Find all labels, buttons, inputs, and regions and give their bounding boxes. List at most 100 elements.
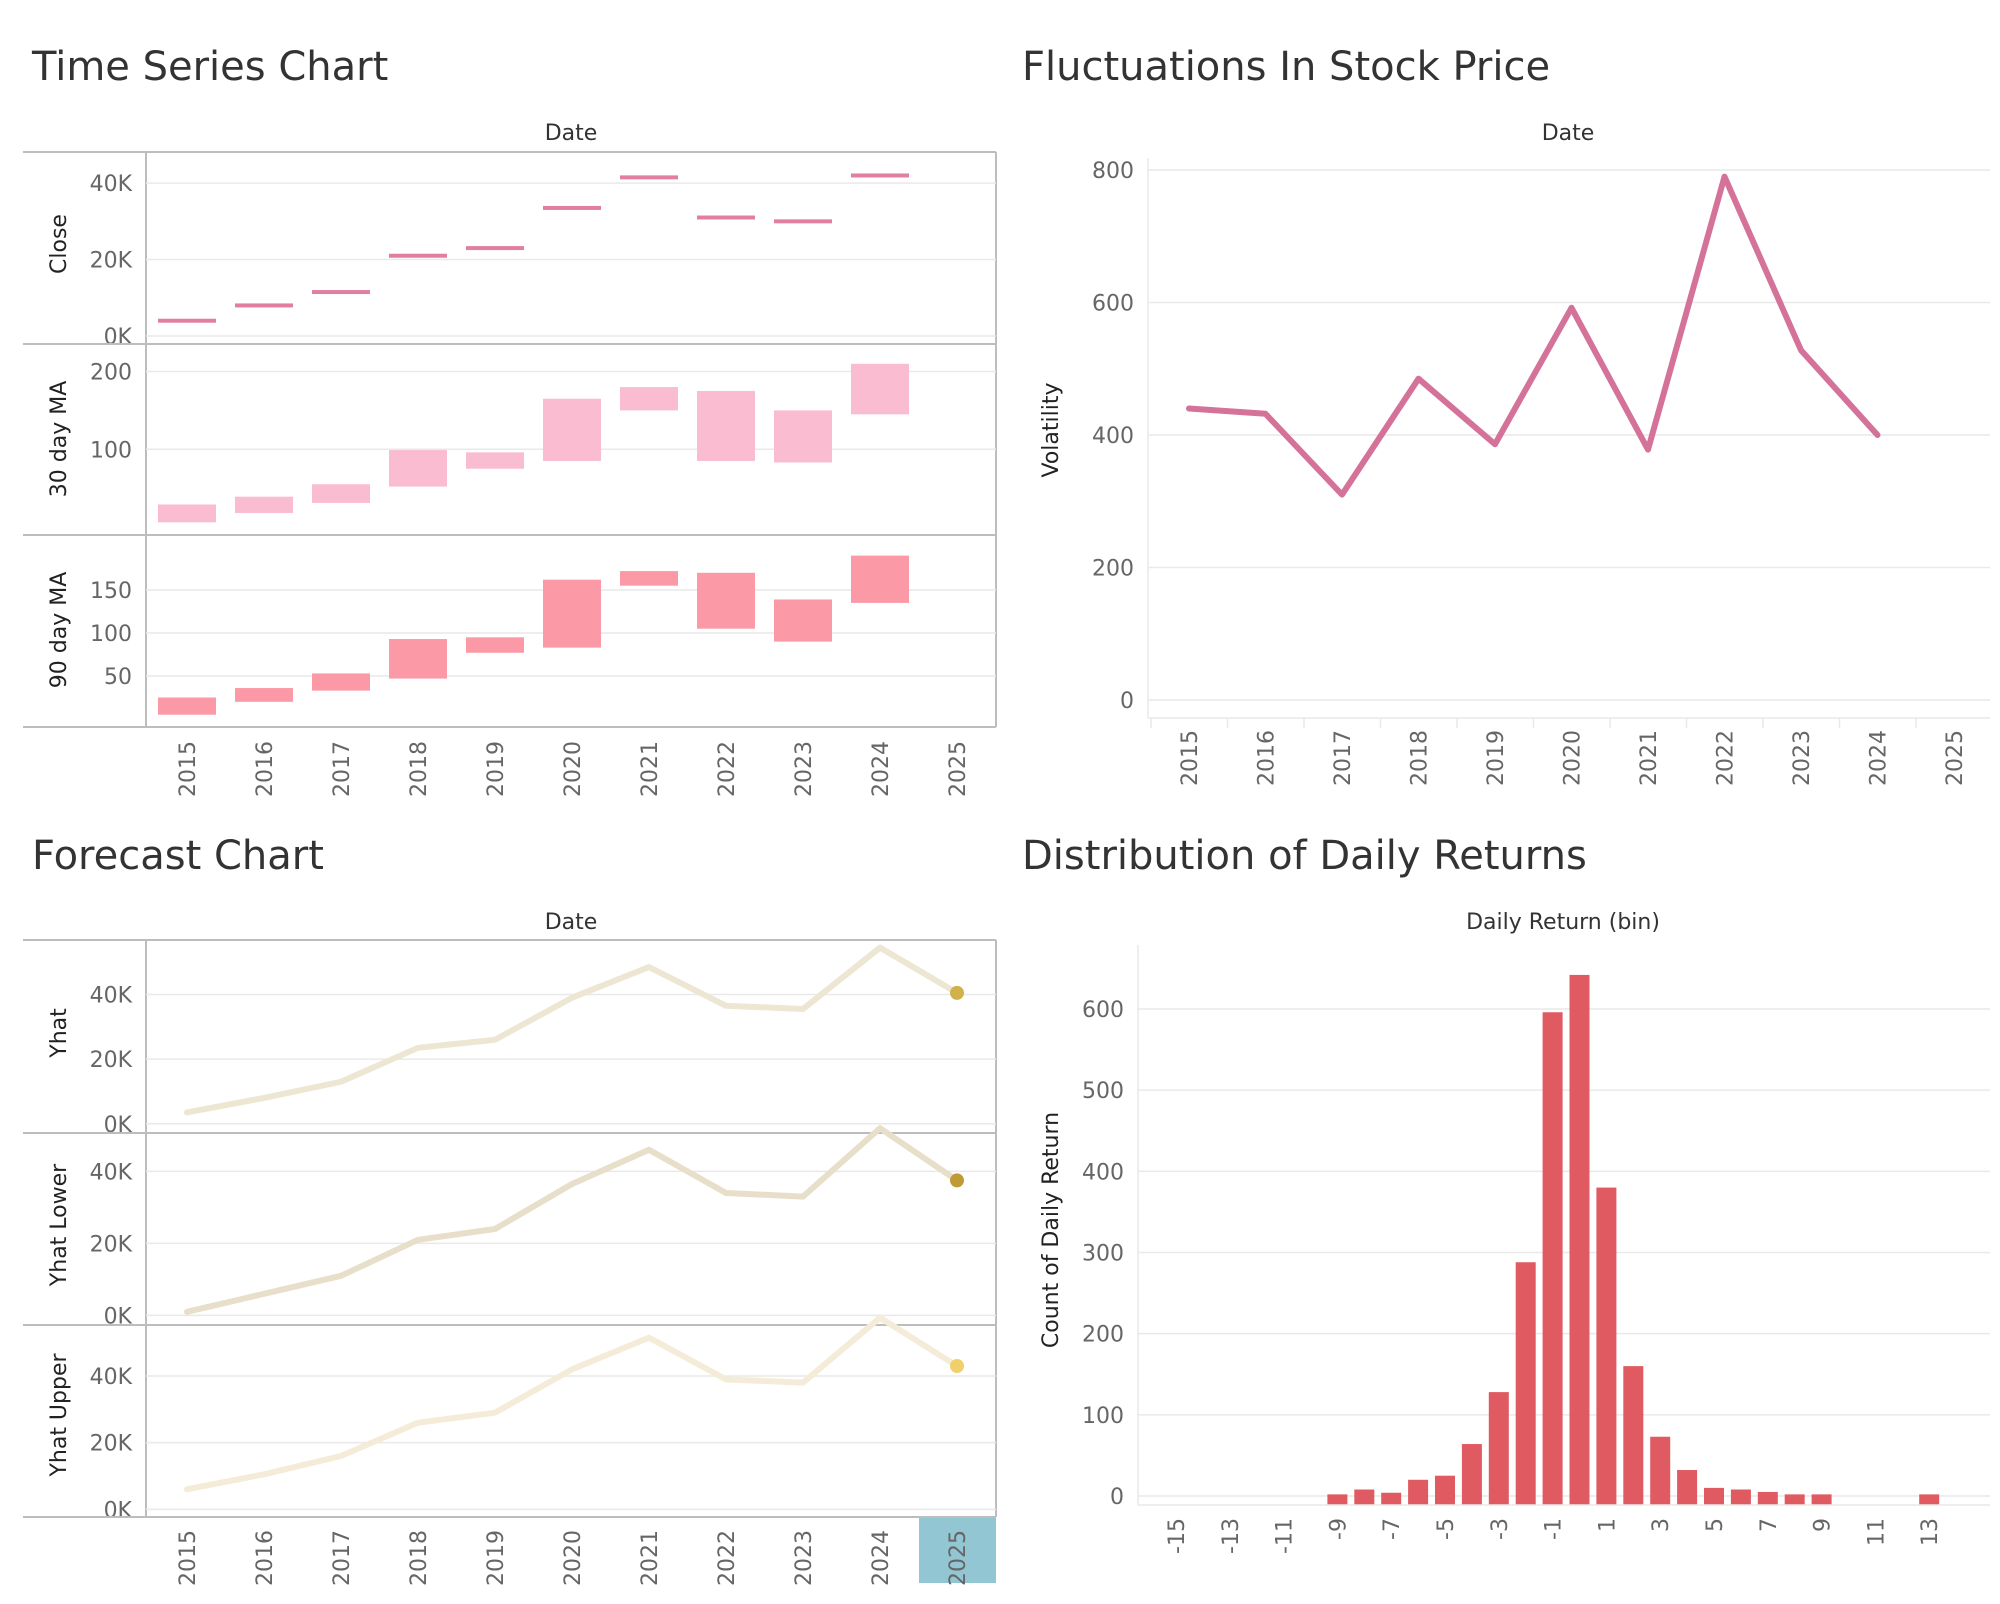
timeseries-year-label: 2016 [253, 741, 278, 797]
returns-bin-label: -1 [1542, 1518, 1567, 1540]
returns-bin-label: -7 [1380, 1518, 1405, 1540]
returns-bin-label: 9 [1811, 1518, 1836, 1532]
timeseries-tick-label: 40K [90, 172, 133, 197]
return-bin-bar [1677, 1470, 1698, 1505]
returns-bin-label: 3 [1649, 1518, 1674, 1532]
forecast-year-label: 2017 [330, 1530, 355, 1586]
volatility-year-label: 2016 [1255, 730, 1280, 786]
forecast-2025-point [950, 1173, 964, 1188]
return-bin-bar [1784, 1494, 1805, 1505]
return-bin-bar [1542, 1012, 1563, 1505]
volatility-tick-label: 400 [1092, 424, 1134, 449]
returns-bin-label: -3 [1488, 1518, 1513, 1540]
timeseries-year-label: 2021 [638, 741, 663, 797]
close-tick-mark [389, 253, 447, 258]
returns-tick-label: 400 [1082, 1160, 1124, 1185]
ma30-range-bar [466, 452, 524, 469]
ma90-range-bar [620, 571, 678, 586]
ma90-range-bar [774, 599, 832, 642]
timeseries-tick-label: 0K [104, 325, 133, 350]
forecast-tick-label: 0K [104, 1498, 133, 1523]
returns-tick-label: 100 [1082, 1404, 1124, 1429]
timeseries-tick-label: 100 [90, 438, 132, 463]
return-bin-bar [1488, 1392, 1509, 1505]
forecast-tick-label: 20K [90, 1232, 133, 1257]
return-bin-bar [1623, 1366, 1644, 1505]
close-axis-label: Close [47, 214, 72, 274]
ma30-range-bar [158, 504, 216, 523]
timeseries-year-label: 2018 [407, 741, 432, 797]
close-tick-mark [235, 303, 293, 308]
return-bin-bar [1515, 1262, 1536, 1505]
volatility-year-label: 2021 [1637, 730, 1662, 786]
return-bin-bar [1919, 1494, 1940, 1505]
returns-bin-label: 1 [1595, 1518, 1620, 1532]
forecast-tick-label: 40K [90, 1160, 133, 1185]
yhat-lower-line [184, 1125, 960, 1315]
volatility-header: Date [1542, 121, 1595, 146]
returns-bin-label: -11 [1273, 1518, 1298, 1554]
timeseries-year-label: 2024 [869, 741, 894, 797]
forecast-year-label: 2022 [715, 1530, 740, 1586]
volatility-year-label: 2020 [1561, 730, 1586, 786]
close-tick-mark [851, 173, 909, 178]
forecast-year-label: 2025 [946, 1530, 971, 1586]
return-bin-bar [1461, 1444, 1482, 1505]
timeseries-tick-label: 100 [90, 622, 132, 647]
timeseries-tick-label: 150 [90, 579, 132, 604]
ma90-axis-label: 90 day MA [47, 572, 72, 688]
close-tick-mark [158, 318, 216, 323]
returns-bin-label: -9 [1326, 1518, 1351, 1540]
forecast-tick-label: 20K [90, 1048, 133, 1073]
forecast-2025-point [950, 1359, 964, 1373]
ma30-range-bar [389, 450, 447, 487]
ma30-range-bar [620, 387, 678, 411]
volatility-axis-label: Volatility [1039, 382, 1064, 477]
forecast-tick-label: 40K [90, 1365, 133, 1390]
volatility-tick-label: 600 [1092, 292, 1134, 317]
return-bin-bar [1435, 1475, 1455, 1505]
ma90-range-bar [466, 637, 524, 653]
forecast-year-label: 2023 [792, 1530, 817, 1586]
volatility-year-label: 2025 [1943, 730, 1968, 786]
forecast-tick-label: 20K [90, 1432, 133, 1457]
timeseries-year-label: 2023 [792, 741, 817, 797]
volatility-line [1186, 173, 1881, 498]
forecast-year-label: 2024 [869, 1530, 894, 1586]
returns-tick-label: 200 [1082, 1323, 1124, 1348]
volatility-year-label: 2019 [1484, 730, 1509, 786]
timeseries-title: Time Series Chart [31, 44, 388, 90]
close-tick-mark [466, 246, 524, 251]
ma90-range-bar [235, 688, 293, 702]
timeseries-year-label: 2020 [561, 741, 586, 797]
return-bin-bar [1811, 1494, 1832, 1505]
ma30-range-bar [312, 484, 370, 503]
returns-bin-label: 11 [1864, 1518, 1889, 1546]
returns-bin-label: 7 [1757, 1518, 1782, 1532]
ma90-range-bar [851, 555, 909, 603]
volatility-tick-label: 0 [1120, 689, 1134, 714]
return-bin-bar [1327, 1494, 1348, 1505]
volatility-tick-label: 200 [1092, 557, 1134, 582]
forecast-year-label: 2020 [561, 1530, 586, 1586]
return-bin-bar [1354, 1489, 1375, 1505]
forecast-tick-label: 40K [90, 983, 133, 1008]
returns-bin-label: -15 [1165, 1518, 1190, 1554]
return-bin-bar [1704, 1487, 1724, 1505]
returns-bin-label: -5 [1434, 1518, 1459, 1540]
returns-header: Daily Return (bin) [1466, 910, 1660, 935]
volatility-year-label: 2024 [1867, 730, 1892, 786]
ma30-range-bar [774, 410, 832, 463]
returns-tick-label: 500 [1082, 1079, 1124, 1104]
ma90-range-bar [158, 697, 216, 715]
ma30-axis-label: 30 day MA [47, 381, 72, 497]
yhat-upper-line [184, 1314, 960, 1493]
ma30-range-bar [851, 363, 909, 415]
forecast-year-label: 2018 [407, 1530, 432, 1586]
returns-bin-label: -13 [1219, 1518, 1244, 1554]
volatility-year-label: 2023 [1790, 730, 1815, 786]
yhat-upper-axis-label: Yhat Upper [47, 1353, 72, 1478]
forecast-year-label: 2019 [484, 1530, 509, 1586]
timeseries-year-label: 2022 [715, 741, 740, 797]
